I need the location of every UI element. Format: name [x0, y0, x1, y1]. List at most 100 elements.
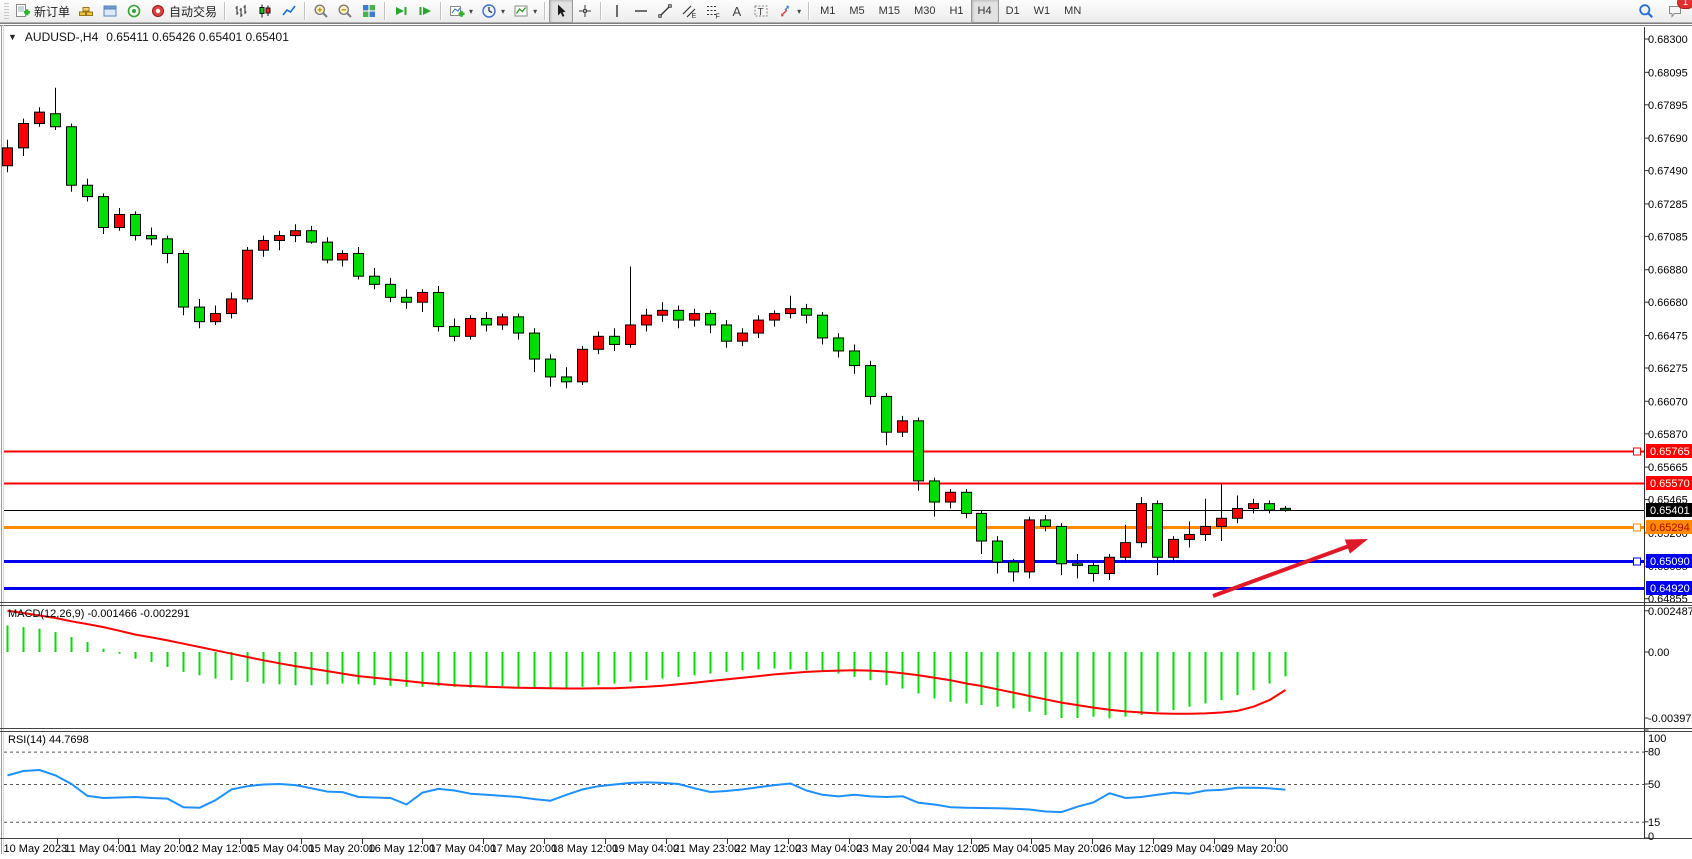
fibonacci-button[interactable]: F [701, 0, 725, 23]
crosshair-button[interactable] [573, 0, 597, 23]
timeframe-h4-button[interactable]: H4 [970, 0, 999, 23]
notifications-button[interactable]: 1 [1664, 0, 1692, 23]
line-handle[interactable] [1633, 523, 1641, 532]
candle-body-down [369, 275, 380, 285]
periods-button[interactable]: ▾ [477, 0, 509, 23]
candle-body-down [913, 420, 924, 482]
zoom-in-button[interactable] [309, 0, 333, 23]
collapse-ohlc-icon[interactable]: ▼ [8, 32, 17, 42]
svg-text:F: F [716, 14, 720, 20]
candle-body-up [210, 313, 221, 323]
notification-badge: 1 [1677, 0, 1692, 9]
price-tick-label: 0.64855 [1648, 594, 1688, 606]
candle-body-up [1024, 519, 1035, 573]
timeframe-h1-button[interactable]: H1 [949, 5, 964, 17]
date-tick-label: 17 May 04:00 [430, 843, 497, 855]
panel-splitters[interactable] [0, 602, 1692, 839]
vline-button[interactable] [605, 0, 629, 23]
arrows-button[interactable]: ▾ [773, 0, 805, 23]
timeframe-mn-button[interactable]: MN [1064, 5, 1082, 17]
autotrade-button[interactable]: 自动交易 [146, 0, 221, 23]
candle-body-down [976, 512, 987, 542]
horizontal-lines [4, 447, 1644, 590]
macd-signal-line [7, 609, 1287, 715]
macd-panel[interactable]: 0.002487 0.00 -0.003979 MACD(12,26,9) -0.00… [6, 606, 1692, 725]
signals-button[interactable] [122, 0, 146, 23]
date-tick-label: 11 May 04:00 [65, 843, 131, 855]
candle-body-up [258, 239, 269, 251]
timeframe-m5-button[interactable]: M5 [849, 5, 865, 17]
timeframe-m1-button[interactable]: M1 [820, 5, 836, 17]
timeframe-w1-button[interactable]: W1 [1033, 5, 1051, 17]
price-tag-0.64920: 0.64920 [1646, 581, 1692, 595]
candle-body-down [992, 540, 1003, 563]
candle-body-up [897, 420, 908, 433]
trend-arrow[interactable] [1212, 539, 1368, 598]
new-order-button[interactable]: 新订单 [11, 0, 74, 23]
candle-body-down [817, 314, 828, 339]
line-chart-button[interactable] [277, 0, 301, 23]
candle-body-down [1280, 507, 1291, 511]
timeframe-d1-button[interactable]: D1 [1005, 5, 1020, 17]
bar-chart-button[interactable] [229, 0, 253, 23]
cursor-button[interactable] [549, 0, 574, 23]
tile-windows-button[interactable] [357, 0, 381, 23]
date-tick-label: 11 May 20:00 [126, 843, 192, 855]
trendline-button[interactable] [653, 0, 677, 23]
price-chart-canvas[interactable]: 0.68300 0.68095 0.67895 0.67690 0.67490 0.672… [0, 24, 1692, 855]
new-order-button-label: 新订单 [34, 4, 71, 19]
chart-symbol-period: AUDUSD-,H4 [24, 30, 99, 44]
shapes-icon [781, 5, 790, 17]
candles-layer [2, 87, 1291, 582]
candle-body-up [1232, 508, 1243, 519]
candle-body-down [865, 365, 876, 397]
text-label-button[interactable]: T [749, 0, 773, 23]
channel-button[interactable]: E [677, 0, 701, 23]
autotrade-button-label: 自动交易 [169, 4, 218, 19]
candle-body-down [849, 350, 860, 367]
trendline-icon [658, 4, 672, 18]
toolbar-group [389, 0, 437, 22]
rsi-panel[interactable]: 100 80 50 15 0 RSI(14) 44.7698 [4, 729, 1666, 843]
date-tick-label: 16 May 12:00 [369, 843, 436, 855]
toolbar-group: E F A T ▾ [605, 0, 805, 22]
timeframe-m15-button[interactable]: M15 [878, 5, 901, 17]
chevron-down-icon: ▾ [797, 6, 802, 16]
candle-body-up [641, 314, 652, 326]
candle-body-up [769, 313, 780, 321]
rsi-axis-label: 80 [1648, 747, 1660, 759]
candle-body-down [98, 196, 109, 228]
candle-body-down [353, 252, 364, 277]
candle-body-up [497, 316, 508, 326]
line-handle[interactable] [1633, 447, 1641, 456]
data-window-button[interactable] [98, 0, 122, 23]
chart-ohlc-values: 0.65411 0.65426 0.65401 0.65401 [106, 30, 289, 44]
hline-button[interactable] [629, 0, 653, 23]
text-button[interactable]: A [725, 0, 749, 23]
line-handle[interactable] [1633, 557, 1641, 566]
zoom-out-button[interactable] [333, 0, 357, 23]
new-chart-button[interactable]: ▾ [445, 0, 477, 23]
candle-body-down [162, 238, 173, 254]
candle-body-up [1120, 542, 1131, 558]
price-tick-label: 0.66475 [1648, 331, 1688, 343]
price-tag-0.65294: 0.65294 [1646, 520, 1692, 534]
candle-body-down [801, 308, 812, 316]
autoscroll-button[interactable] [389, 0, 413, 23]
candle-body-down [721, 324, 732, 342]
candle-body-down [545, 358, 556, 378]
price-tick-label: 0.66070 [1648, 396, 1688, 408]
search-button[interactable] [1634, 0, 1658, 23]
templates-button[interactable]: ▾ [509, 0, 541, 23]
market-watch-button[interactable] [74, 0, 98, 23]
toolbar-group [549, 0, 597, 23]
candle-chart-button[interactable] [253, 0, 277, 23]
price-tick-label: 0.67490 [1648, 166, 1688, 178]
candle-body-up [34, 111, 45, 125]
text-icon: A [733, 4, 742, 19]
timeframe-m30-button[interactable]: M30 [914, 5, 936, 17]
chart-shift-button[interactable] [413, 0, 437, 23]
candle-body-down [130, 213, 141, 237]
